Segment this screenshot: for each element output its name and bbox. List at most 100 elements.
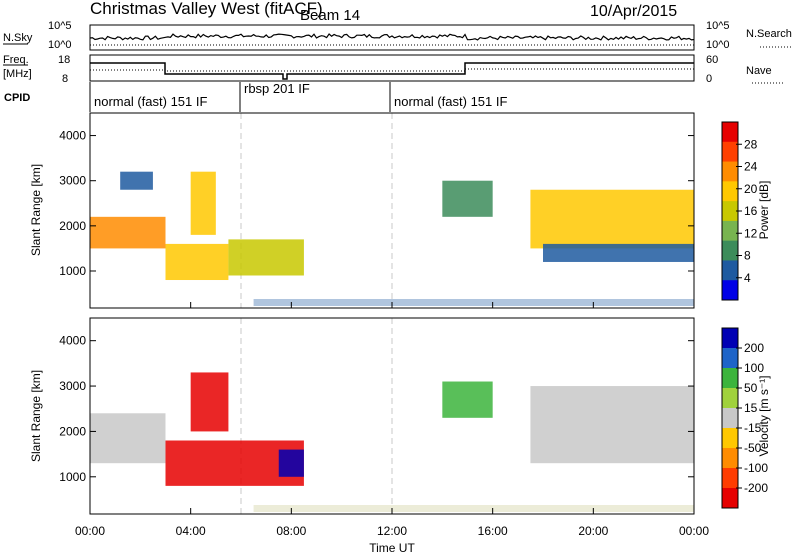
- nsky-tick-bottom: 10^0: [48, 39, 72, 51]
- power-colorbar-swatch: [722, 161, 738, 182]
- nave-tick-bottom: 0: [706, 73, 712, 85]
- x-tick-label: 00:00: [75, 524, 105, 538]
- power-region-6: [442, 180, 493, 217]
- velocity-colorbar-swatch: [722, 488, 738, 509]
- velocity-ytick-label: 2000: [59, 424, 86, 438]
- velocity-region-6: [530, 386, 694, 464]
- nsky-tick-top: 10^5: [48, 20, 72, 32]
- nsearch-label: N.Search: [746, 28, 792, 40]
- power-colorbar: 28 24 20 16 12 8 4: [721, 121, 758, 301]
- velocity-ytick-label: 4000: [59, 334, 86, 348]
- nsearch-tick-top: 10^5: [706, 20, 730, 32]
- power-ytick-label: 4000: [59, 129, 86, 143]
- power-ytick-label: 3000: [59, 174, 86, 188]
- station-title: Christmas Valley West (fitACF): [90, 0, 323, 18]
- power-region-5: [228, 239, 304, 276]
- velocity-region-1: [90, 413, 166, 464]
- power-region-1: [90, 216, 166, 249]
- freq-unit-label: [MHz]: [3, 68, 32, 80]
- x-axis-label: Time UT: [369, 541, 415, 554]
- velocity-ytick-label: 1000: [59, 470, 86, 484]
- velocity-region-4: [278, 449, 304, 477]
- power-colorbar-tick-label: 8: [744, 249, 751, 263]
- power-near-range-strip: [253, 299, 695, 306]
- velocity-colorbar-swatch: [722, 348, 738, 369]
- velocity-colorbar-swatch: [722, 408, 738, 429]
- x-tick-label: 04:00: [176, 524, 206, 538]
- power-panel: Slant Range [km] 1000 2000 3000 4000: [29, 112, 695, 309]
- cpid-segment-1: normal (fast) 151 IF: [94, 94, 207, 109]
- velocity-colorbar-tick-label: -200: [744, 481, 768, 495]
- freq-panel: Freq. [MHz] 18 8 60 0 Nave: [3, 54, 784, 85]
- power-colorbar-tick-label: 16: [744, 204, 758, 218]
- velocity-panel: Slant Range [km] 1000 2000 3000 4000: [29, 317, 695, 515]
- velocity-colorbar-tick-label: -100: [744, 461, 768, 475]
- nave-tick-top: 60: [706, 54, 718, 66]
- power-colorbar-tick-label: 20: [744, 182, 758, 196]
- x-axis: 00:00 04:00 08:00 12:00 16:00 20:00 00:00: [75, 302, 709, 538]
- velocity-region-5: [442, 381, 493, 418]
- power-colorbar-swatch: [722, 141, 738, 163]
- freq-tick-bottom: 8: [62, 73, 68, 85]
- cpid-segment-3: normal (fast) 151 IF: [394, 94, 507, 109]
- velocity-colorbar-tick-label: 100: [744, 361, 764, 375]
- velocity-colorbar-label: Velocity [m s⁻¹]: [757, 375, 771, 456]
- velocity-colorbar-swatch: [722, 448, 738, 469]
- x-tick-label: 20:00: [578, 524, 608, 538]
- power-colorbar-swatch: [722, 201, 738, 222]
- velocity-colorbar-tick-label: 50: [744, 381, 758, 395]
- nsky-line: [89, 33, 695, 41]
- power-ytick-label: 1000: [59, 264, 86, 278]
- power-region-4: [190, 171, 216, 235]
- velocity-colorbar-tick-label: 200: [744, 341, 764, 355]
- velocity-colorbar-frame: [721, 327, 739, 509]
- velocity-colorbar-swatch: [722, 468, 738, 489]
- x-tick-label: 08:00: [276, 524, 306, 538]
- power-colorbar-tick-label: 12: [744, 226, 758, 240]
- velocity-near-range-strip: [253, 505, 695, 512]
- velocity-colorbar-swatch: [722, 368, 738, 389]
- power-region-8: [543, 243, 694, 262]
- velocity-ytick-label: 3000: [59, 379, 86, 393]
- cpid-row: CPID normal (fast) 151 IF rbsp 201 IF no…: [4, 81, 507, 112]
- power-region-2: [120, 171, 153, 190]
- nsky-label: N.Sky: [3, 32, 33, 44]
- power-colorbar-swatch: [722, 122, 738, 143]
- velocity-colorbar-swatch: [722, 328, 738, 349]
- power-colorbar-tick-label: 28: [744, 137, 758, 151]
- power-region-3: [165, 243, 229, 281]
- power-ytick-label: 2000: [59, 219, 86, 233]
- velocity-ylabel: Slant Range [km]: [29, 370, 43, 462]
- date-label: 10/Apr/2015: [590, 3, 677, 20]
- power-colorbar-swatch: [722, 260, 738, 281]
- x-tick-label: 12:00: [377, 524, 407, 538]
- x-tick-label: 00:00: [679, 524, 709, 538]
- velocity-colorbar: 200 100 50 15 -15 -50 -100 -200: [721, 327, 768, 509]
- freq-tick-top: 18: [58, 54, 70, 66]
- velocity-region-3: [190, 372, 229, 432]
- power-ylabel: Slant Range [km]: [29, 164, 43, 256]
- nave-line: [90, 68, 694, 72]
- power-colorbar-swatch: [722, 240, 738, 261]
- nsearch-tick-bottom: 10^0: [706, 39, 730, 51]
- beam-label: Beam 14: [300, 7, 360, 24]
- freq-label: Freq.: [3, 54, 29, 66]
- velocity-colorbar-swatch: [722, 428, 738, 449]
- power-colorbar-tick-label: 4: [744, 271, 751, 285]
- power-region-7: [530, 189, 694, 249]
- nsky-panel: N.Sky 10^5 10^0 10^5 10^0 N.Search: [3, 20, 792, 51]
- velocity-colorbar-tick-label: 15: [744, 401, 758, 415]
- power-colorbar-swatch: [722, 220, 738, 242]
- nave-label: Nave: [746, 65, 772, 77]
- velocity-colorbar-tick-label: -15: [744, 421, 762, 435]
- power-colorbar-swatch: [722, 181, 738, 202]
- velocity-colorbar-tick-label: -50: [744, 441, 762, 455]
- cpid-segment-2: rbsp 201 IF: [244, 81, 310, 96]
- x-tick-label: 16:00: [478, 524, 508, 538]
- power-colorbar-swatch: [722, 280, 738, 301]
- velocity-colorbar-swatch: [722, 388, 738, 409]
- power-colorbar-label: Power [dB]: [757, 181, 771, 240]
- cpid-label: CPID: [4, 92, 30, 104]
- power-colorbar-tick-label: 24: [744, 160, 758, 174]
